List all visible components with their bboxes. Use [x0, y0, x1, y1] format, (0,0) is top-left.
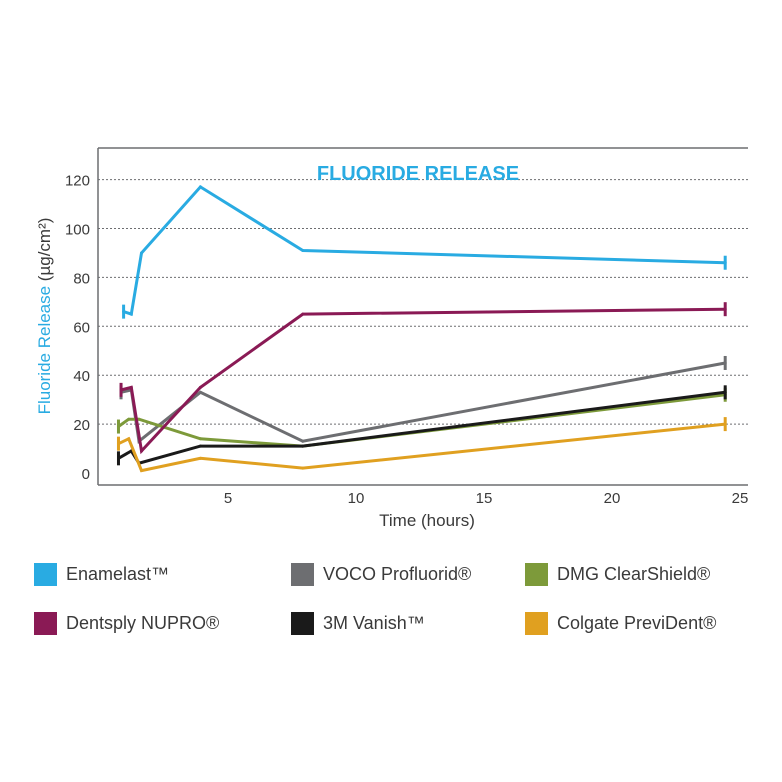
y-tick-label: 80 [73, 270, 90, 287]
data-point [119, 388, 123, 392]
data-point [116, 442, 120, 446]
data-point [301, 249, 305, 253]
x-tick-label: 10 [348, 490, 365, 507]
data-point [723, 390, 727, 394]
data-point [140, 449, 144, 453]
data-point [723, 261, 727, 265]
x-tick-label: 5 [224, 490, 232, 507]
data-point [198, 185, 202, 189]
y-tick-label: 0 [82, 466, 90, 483]
series-line [123, 184, 726, 317]
series-line [117, 390, 726, 465]
x-axis-label: Time (hours) [379, 511, 475, 530]
data-point [129, 385, 133, 389]
data-point [129, 312, 133, 316]
data-point [723, 361, 727, 365]
data-point [301, 439, 305, 443]
data-point [301, 312, 305, 316]
data-point [116, 425, 120, 429]
series-line [120, 361, 726, 444]
y-tick-label: 20 [73, 417, 90, 434]
data-point [116, 456, 120, 460]
y-tick-label: 120 [65, 173, 90, 190]
x-tick-label: 15 [476, 490, 493, 507]
data-point [723, 307, 727, 311]
plot-frame [97, 147, 748, 486]
gridlines [98, 179, 748, 425]
y-tick-label: 40 [73, 368, 90, 385]
data-point [198, 444, 202, 448]
chart-title: FLUORIDE RELEASE [317, 163, 519, 185]
data-point [140, 469, 144, 473]
data-point [723, 422, 727, 426]
data-point [301, 466, 305, 470]
data-point [140, 251, 144, 255]
data-point [137, 417, 141, 421]
series-line [117, 422, 726, 473]
series-lines [116, 184, 727, 473]
y-tick-label: 60 [73, 319, 90, 336]
y-tick-label: 100 [65, 222, 90, 239]
data-point [301, 444, 305, 448]
data-point [127, 437, 131, 441]
y-axis-label: Fluoride Release (µg/cm²) [35, 218, 54, 415]
x-tick-label: 20 [604, 490, 621, 507]
data-point [198, 385, 202, 389]
series-line [120, 307, 726, 455]
x-tick-label: 25 [732, 490, 749, 507]
data-point [198, 437, 202, 441]
data-point [127, 417, 131, 421]
data-point [122, 310, 126, 314]
data-point [198, 390, 202, 394]
data-point [198, 456, 202, 460]
axis-ticks: 0 20 40 60 80 100 120 5 10 15 20 25 [65, 173, 748, 507]
